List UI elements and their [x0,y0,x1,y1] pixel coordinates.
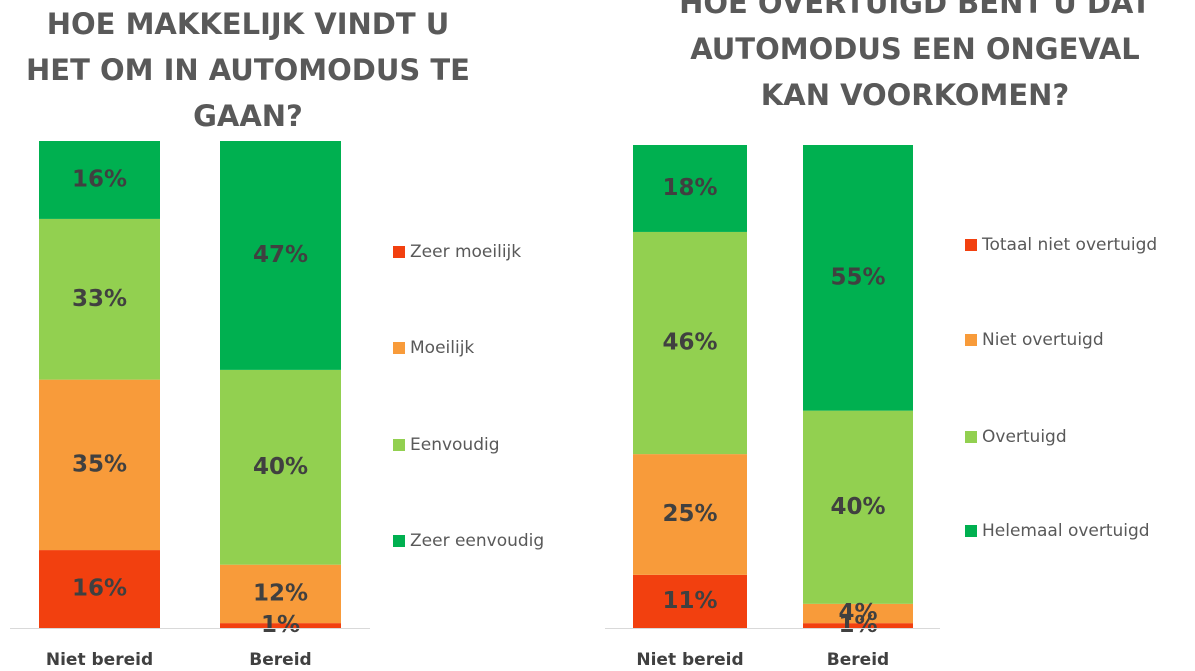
x-tick-label: Niet bereid [636,650,743,670]
legend-label: Overtuigd [982,427,1067,447]
bar-segment [803,623,913,628]
legend-swatch [393,246,405,258]
bar-segment [633,145,747,232]
legend-swatch [965,239,977,251]
value-label: 46% [662,330,717,356]
legend-swatch [965,525,977,537]
value-label: 1% [838,612,877,638]
legend-label: Zeer moeilijk [410,242,521,262]
bar-segment [39,379,160,551]
x-tick-label: Niet bereid [46,650,153,670]
chart-title: HOE OVERTUIGD BENT U DAT AUTOMODUS EEN O… [679,0,1151,112]
value-label: 55% [830,264,885,290]
value-label: 25% [662,501,717,527]
bar-segment [39,550,160,628]
bar-segment [220,623,341,628]
bar-segment [633,454,747,575]
value-label: 4% [838,600,877,626]
value-label: 18% [662,175,717,201]
value-label: 1% [261,612,300,638]
value-label: 16% [72,166,127,192]
value-label: 35% [72,451,127,477]
legend-label: Zeer eenvoudig [410,531,544,551]
bar-segment [220,141,341,370]
legend-label: Eenvoudig [410,435,500,455]
value-label: 40% [253,454,308,480]
chart-title: HOE MAKKELIJK VINDT U HET OM IN AUTOMODU… [26,7,470,133]
value-label: 40% [830,494,885,520]
bar-segment [803,603,913,624]
bar-segment [803,145,913,411]
legend-swatch [965,334,977,346]
value-label: 16% [72,576,127,602]
bar-segment [39,218,160,380]
x-tick-label: Bereid [249,650,311,670]
bar-segment [803,410,913,604]
bar-segment [633,231,747,455]
bar-segment [39,141,160,219]
legend-label: Helemaal overtuigd [982,521,1150,541]
value-label: 12% [253,580,308,606]
bar-segment [220,564,341,624]
legend-swatch [393,342,405,354]
bar-segment [220,369,341,565]
x-tick-label: Bereid [827,650,889,670]
legend-swatch [393,535,405,547]
legend-swatch [393,439,405,451]
legend-label: Niet overtuigd [982,330,1104,350]
legend-swatch [965,431,977,443]
legend-label: Moeilijk [410,338,474,358]
value-label: 11% [662,588,717,614]
legend-label: Totaal niet overtuigd [981,235,1157,255]
bar-segment [633,574,747,628]
value-label: 47% [253,242,308,268]
value-label: 33% [72,286,127,312]
